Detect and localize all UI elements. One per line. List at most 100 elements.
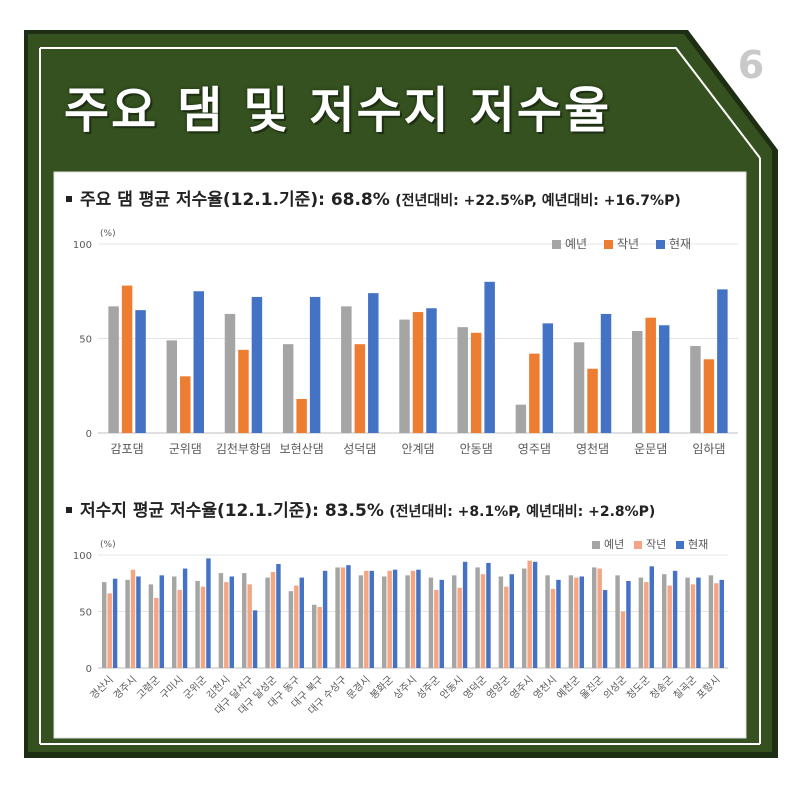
reservoir-bar-예년-칠곡군 — [685, 577, 690, 668]
reservoir-category-label: 칠곡군 — [671, 674, 699, 702]
reservoir-bar-예년-경산시 — [102, 582, 107, 668]
reservoir-section-heading: 저수지 평균 저수율(12.1.기준): 83.5% (전년대비: +8.1%P… — [64, 497, 764, 525]
reservoir-bar-예년-봉화군 — [382, 576, 387, 668]
dam-bar-예년-감포댐 — [108, 306, 119, 433]
dam-bar-작년-보현산댐 — [296, 398, 307, 433]
dam-bar-작년-안계댐 — [412, 312, 424, 433]
reservoir-bar-작년-영덕군 — [480, 574, 486, 668]
reservoir-bar-예년-청송군 — [662, 574, 667, 668]
reservoir-bar-작년-영양군 — [504, 586, 509, 668]
reservoir-bar-예년-대구 동구 — [288, 591, 294, 668]
reservoir-bar-현재-예천군 — [579, 576, 584, 668]
dam-category-label: 감포댐 — [111, 442, 144, 456]
dam-category-label: 안계댐 — [401, 442, 434, 456]
reservoir-bar-예년-청도군 — [638, 577, 644, 668]
reservoir-bar-현재-상주시 — [416, 569, 421, 668]
dam-bar-예년-성덕댐 — [341, 306, 352, 433]
dam-bar-현재-보현산댐 — [309, 296, 321, 433]
reservoir-bar-현재-대구 달서구 — [252, 610, 258, 668]
reservoir-category-label: 영천시 — [531, 674, 559, 702]
reservoir-bar-예년-고령군 — [148, 584, 154, 668]
page-number: 6 — [737, 43, 765, 87]
dam-bar-작년-성덕댐 — [354, 344, 366, 433]
reservoir-y-tick-label: 50 — [79, 608, 92, 619]
reservoir-bar-작년-대구 수성구 — [340, 567, 346, 668]
reservoir-category-label: 영양군 — [484, 674, 512, 702]
reservoir-bar-현재-안동시 — [462, 561, 468, 668]
reservoir-bar-작년-구미시 — [177, 590, 182, 668]
reservoir-bar-현재-문경시 — [369, 570, 374, 668]
dam-legend-label: 예년 — [565, 237, 587, 251]
dam-bar-예년-안동댐 — [457, 327, 468, 433]
dam-legend-swatch — [656, 240, 665, 249]
dam-bar-작년-감포댐 — [121, 285, 133, 433]
reservoir-bar-예년-군위군 — [195, 580, 200, 668]
reservoir-bar-현재-의성군 — [626, 580, 631, 668]
reservoir-y-axis-label: (%) — [100, 540, 116, 550]
reservoir-bar-작년-영천시 — [550, 588, 556, 668]
reservoir-heading-main: 저수지 평균 저수율(12.1.기준): 83.5% — [80, 501, 384, 521]
reservoir-category-label: 청송군 — [648, 674, 676, 702]
reservoir-bar-예년-대구 수성구 — [335, 567, 340, 668]
dam-bar-현재-감포댐 — [135, 310, 146, 433]
reservoir-bar-예년-영천시 — [545, 575, 550, 668]
reservoir-category-label: 포항시 — [694, 674, 722, 702]
reservoir-category-label: 의성군 — [601, 674, 629, 702]
dam-bar-예년-영천댐 — [573, 342, 585, 433]
reservoir-bar-현재-김천시 — [229, 576, 234, 668]
dam-category-label: 보현산댐 — [280, 442, 324, 456]
reservoir-bar-현재-경산시 — [112, 578, 118, 668]
dam-bar-예년-안계댐 — [399, 319, 410, 433]
dam-bar-예년-보현산댐 — [282, 344, 294, 433]
dam-category-label: 안동댐 — [460, 442, 493, 456]
reservoir-legend-swatch — [592, 541, 600, 549]
reservoir-bar-현재-청도군 — [649, 566, 654, 668]
reservoir-bar-작년-상주시 — [410, 570, 416, 668]
reservoir-bar-예년-영덕군 — [475, 567, 480, 668]
reservoir-bar-작년-봉화군 — [387, 570, 392, 668]
content-card — [53, 171, 747, 739]
reservoir-category-label: 영주시 — [508, 674, 536, 702]
reservoir-category-label: 성주군 — [414, 674, 442, 702]
reservoir-bar-현재-군위군 — [206, 558, 211, 668]
reservoir-legend-swatch — [634, 541, 642, 549]
reservoir-bar-예년-상주시 — [405, 575, 410, 668]
reservoir-bar-예년-대구 달서구 — [242, 573, 247, 668]
dam-bar-작년-안동댐 — [470, 332, 482, 433]
bullet-icon — [66, 195, 72, 202]
reservoir-category-label: 구미시 — [158, 674, 186, 702]
reservoir-bar-예년-포항시 — [708, 575, 714, 668]
dam-bar-현재-안동댐 — [484, 281, 495, 433]
reservoir-bar-예년-울진군 — [592, 567, 597, 668]
reservoir-bar-현재-영양군 — [509, 574, 514, 668]
reservoir-bar-현재-영천시 — [556, 579, 561, 668]
reservoir-bar-예년-영양군 — [498, 576, 504, 668]
reservoir-category-label: 문경시 — [344, 673, 373, 702]
reservoir-bar-현재-봉화군 — [392, 569, 398, 668]
page-title: 주요 댐 및 저수지 저수율 — [64, 82, 612, 139]
reservoir-bar-현재-영덕군 — [486, 562, 491, 668]
reservoir-category-label: 경산시 — [87, 673, 116, 702]
title-accent-line — [40, 47, 761, 159]
reservoir-bar-작년-성주군 — [434, 590, 439, 668]
reservoir-category-label: 영덕군 — [461, 674, 489, 702]
reservoir-category-label: 울진군 — [578, 674, 606, 702]
reservoir-bar-현재-포항시 — [719, 579, 724, 668]
reservoir-bar-작년-울진군 — [597, 568, 602, 668]
reservoir-bar-현재-경주시 — [136, 576, 141, 668]
dam-bar-현재-영주댐 — [542, 323, 554, 433]
dam-category-label: 군위댐 — [169, 442, 202, 456]
reservoir-legend-swatch — [676, 541, 684, 549]
dam-category-label: 영주댐 — [518, 442, 551, 456]
dam-y-tick-label: 0 — [86, 429, 92, 440]
reservoir-bar-작년-대구 동구 — [294, 585, 299, 668]
reservoir-bar-현재-성주군 — [439, 579, 444, 668]
reservoir-bar-예년-영주시 — [522, 568, 527, 668]
dam-legend-label: 현재 — [669, 237, 691, 251]
dam-bar-현재-안계댐 — [426, 308, 437, 433]
reservoir-legend-label: 작년 — [646, 538, 666, 551]
reservoir-category-label: 예천군 — [554, 674, 582, 702]
reservoir-category-label: 경주시 — [110, 673, 139, 702]
